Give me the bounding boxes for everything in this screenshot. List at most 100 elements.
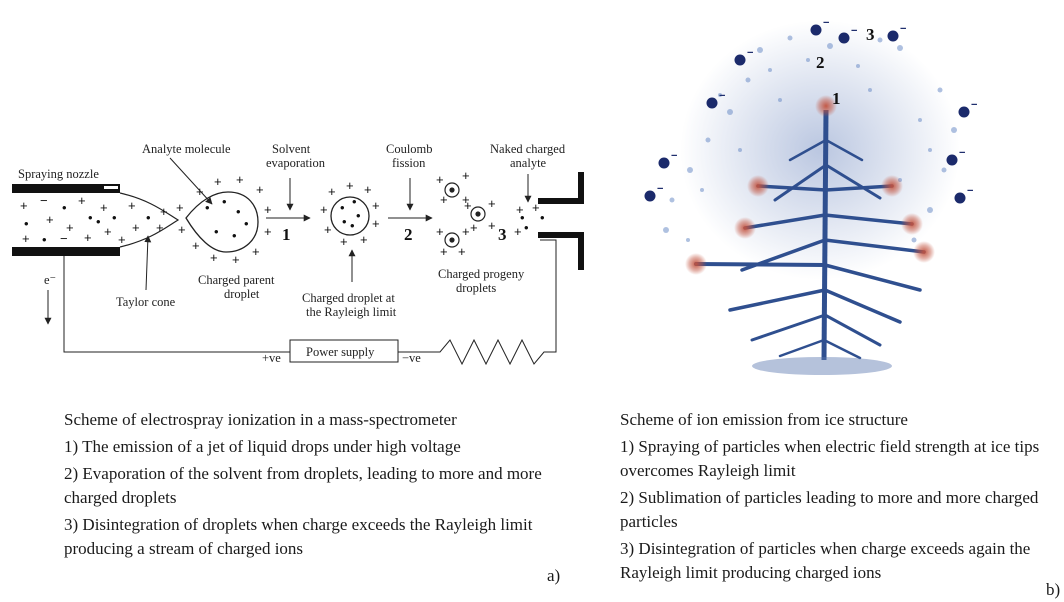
electron-label: e⁻ — [44, 273, 56, 287]
svg-text:•: • — [520, 210, 525, 225]
taylor-cone-label: Taylor cone — [116, 295, 176, 309]
svg-text:−: − — [60, 231, 68, 246]
spraying-nozzle-label: Spraying nozzle — [18, 167, 99, 181]
svg-text:+: + — [46, 212, 54, 227]
svg-text:+: + — [464, 198, 472, 213]
svg-text:+: + — [532, 200, 540, 215]
ice-structure-illustration: − − − − − − − − − − — [644, 17, 977, 375]
svg-text:+: + — [328, 184, 336, 199]
progeny-label-1: Charged progeny — [438, 267, 525, 281]
mass-spec-inlet — [538, 172, 584, 270]
svg-text:+: + — [324, 222, 332, 237]
charged-tips — [685, 95, 935, 275]
svg-text:•: • — [352, 194, 357, 209]
svg-text:•: • — [222, 194, 227, 209]
svg-text:+: + — [132, 220, 140, 235]
svg-text:+: + — [214, 174, 222, 189]
caption-b-item1: 1) Spraying of particles when electric f… — [620, 437, 1040, 480]
svg-text:•: • — [88, 210, 93, 225]
ion-minus-signs: − − − − − − − − − − — [657, 17, 977, 197]
caption-a-heading: Scheme of electrospray ionization in a m… — [64, 410, 457, 429]
analyte-molecule-label: Analyte molecule — [142, 142, 231, 156]
svg-text:+: + — [340, 234, 348, 249]
nozzle-charges: + − • + • ++• + • − + ++•+ +• ++ •+ — [20, 193, 168, 247]
svg-text:−: − — [657, 183, 663, 195]
caption-b-item3: 3) Disintegration of particles when char… — [620, 539, 1031, 582]
svg-text:•: • — [540, 210, 545, 225]
svg-text:•: • — [342, 214, 347, 229]
step1-number: 1 — [282, 225, 291, 244]
svg-text:+: + — [192, 238, 200, 253]
svg-text:+: + — [470, 220, 478, 235]
svg-text:+: + — [128, 198, 136, 213]
svg-text:+: + — [176, 200, 184, 215]
svg-text:•: • — [236, 204, 241, 219]
plus-ve-label: +ve — [262, 351, 281, 365]
svg-text:•: • — [62, 200, 67, 215]
panel-b-tag: b) — [1046, 580, 1061, 599]
svg-text:−: − — [671, 150, 677, 162]
svg-text:•: • — [244, 216, 249, 231]
svg-text:−: − — [967, 185, 973, 197]
ice-step3: 3 — [866, 25, 875, 44]
minus-ve-label: −ve — [402, 351, 421, 365]
solvent-label-2: evaporation — [266, 156, 326, 170]
svg-text:+: + — [360, 232, 368, 247]
rayleigh-label-2: the Rayleigh limit — [306, 305, 397, 319]
step2-number: 2 — [404, 225, 413, 244]
svg-text:+: + — [252, 244, 260, 259]
svg-text:−: − — [719, 90, 725, 102]
progeny-droplets — [444, 182, 486, 248]
spraying-nozzle: + − • + • ++• + • − + ++•+ +• ++ •+ — [12, 184, 180, 256]
svg-text:+: + — [372, 216, 380, 231]
analyte-arrow — [169, 157, 213, 205]
svg-text:+: + — [196, 184, 204, 199]
svg-text:−: − — [900, 23, 906, 35]
power-supply-box — [289, 339, 399, 363]
svg-text:+: + — [514, 224, 522, 239]
svg-text:+: + — [210, 250, 218, 265]
progeny-charges: + ++ + + ++ + + ++ + — [436, 168, 496, 259]
coulomb-label-1: Coulomb — [386, 142, 433, 156]
svg-text:−: − — [747, 47, 753, 59]
svg-text:•: • — [340, 200, 345, 215]
svg-text:+: + — [440, 244, 448, 259]
svg-text:•: • — [205, 200, 210, 215]
charged-parent-label-2: droplet — [224, 287, 260, 301]
svg-text:•: • — [524, 220, 529, 235]
caption-a-item1: 1) The emission of a jet of liquid drops… — [64, 437, 461, 456]
caption-b-heading: Scheme of ion emission from ice structur… — [620, 410, 908, 429]
svg-text:+: + — [488, 218, 496, 233]
svg-text:+: + — [232, 252, 240, 267]
svg-text:+: + — [264, 202, 272, 217]
svg-text:+: + — [104, 224, 112, 239]
svg-text:•: • — [232, 228, 237, 243]
svg-text:−: − — [959, 147, 965, 159]
svg-text:•: • — [96, 214, 101, 229]
step3-number: 3 — [498, 225, 507, 244]
svg-text:+: + — [84, 230, 92, 245]
charged-parent-droplet: • •• • •• ++ ++ ++++ ++++ — [176, 172, 272, 267]
taylor-cone-arrow — [144, 235, 152, 291]
caption-b-item2: 2) Sublimation of particles leading to m… — [620, 488, 1039, 531]
svg-text:+: + — [372, 198, 380, 213]
naked-ions: +•++ •• — [514, 200, 545, 239]
negative-ions — [644, 24, 970, 204]
caption-a-item2: 2) Evaporation of the solvent from dropl… — [64, 464, 542, 507]
svg-text:−: − — [40, 193, 48, 208]
svg-text:+: + — [78, 193, 86, 208]
svg-text:+: + — [236, 172, 244, 187]
svg-text:+: + — [462, 168, 470, 183]
svg-text:+: + — [320, 202, 328, 217]
charged-parent-label-1: Charged parent — [198, 273, 275, 287]
svg-text:+: + — [256, 182, 264, 197]
coulomb-label-2: fission — [392, 156, 426, 170]
svg-text:+: + — [160, 204, 168, 219]
svg-text:+: + — [22, 231, 30, 246]
ice-step1: 1 — [832, 89, 841, 108]
svg-text:−: − — [971, 99, 977, 111]
svg-text:•: • — [146, 210, 151, 225]
svg-text:+: + — [458, 244, 466, 259]
svg-text:+: + — [488, 196, 496, 211]
